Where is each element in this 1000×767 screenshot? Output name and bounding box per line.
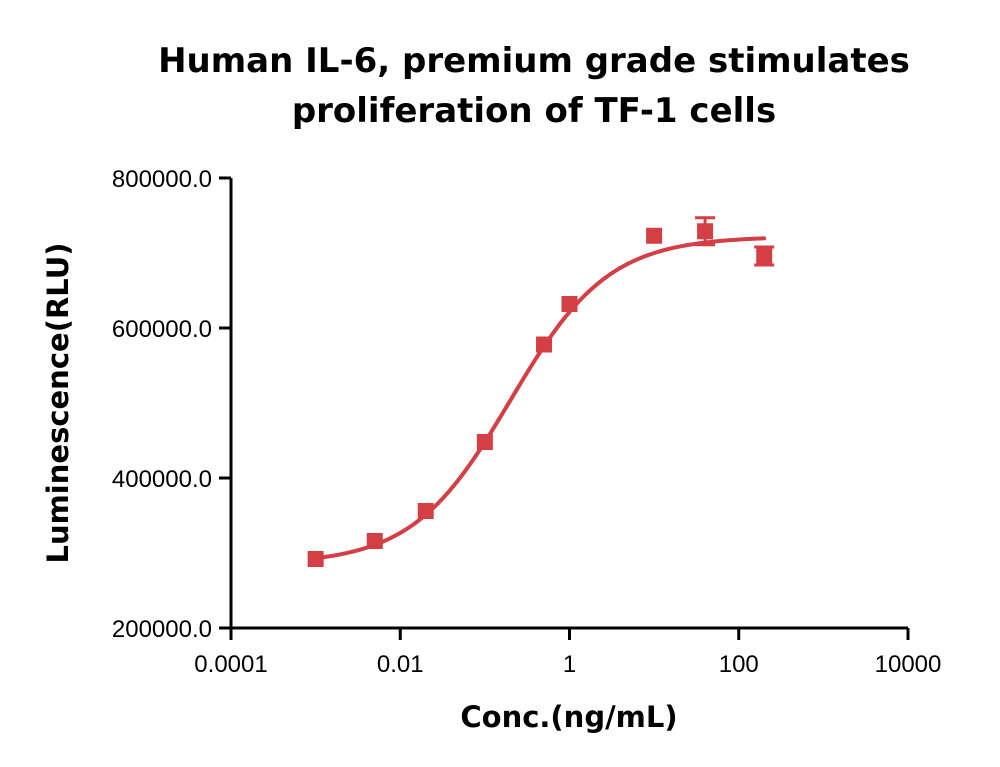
data-point — [536, 336, 553, 353]
data-point — [561, 296, 578, 312]
chart-title: Human IL-6, premium grade stimulates pro… — [158, 41, 910, 131]
chart-title-line-2: proliferation of TF-1 cells — [292, 91, 776, 131]
chart-title-line-1: Human IL-6, premium grade stimulates — [158, 41, 910, 81]
x-axis-ticks: 0.0001 0.01 1 100 10000 — [194, 628, 941, 678]
axes — [229, 178, 908, 630]
y-tick-label: 200000.0 — [112, 616, 212, 643]
data-point — [646, 227, 663, 244]
data-point — [756, 248, 773, 264]
y-tick-label: 400000.0 — [112, 466, 212, 493]
x-tick-label: 0.0001 — [194, 651, 267, 678]
x-tick-label: 100 — [719, 651, 759, 678]
y-tick-label: 800000.0 — [112, 166, 212, 193]
x-tick-label: 10000 — [875, 651, 942, 678]
y-axis-label: Luminescence(RLU) — [41, 242, 75, 563]
x-tick-label: 0.01 — [377, 651, 424, 678]
data-points — [307, 216, 775, 567]
data-point — [417, 503, 434, 519]
data-point — [476, 434, 493, 450]
fit-curve — [313, 236, 767, 561]
y-tick-label: 600000.0 — [112, 316, 212, 343]
x-tick-label: 1 — [563, 651, 576, 678]
data-point — [307, 551, 324, 567]
data-point — [697, 223, 714, 240]
data-point — [366, 533, 383, 549]
x-axis-label: Conc.(ng/mL) — [460, 700, 677, 734]
fit-curves — [313, 236, 767, 561]
y-axis-ticks: 200000.0 400000.0 600000.0 800000.0 — [112, 166, 231, 643]
